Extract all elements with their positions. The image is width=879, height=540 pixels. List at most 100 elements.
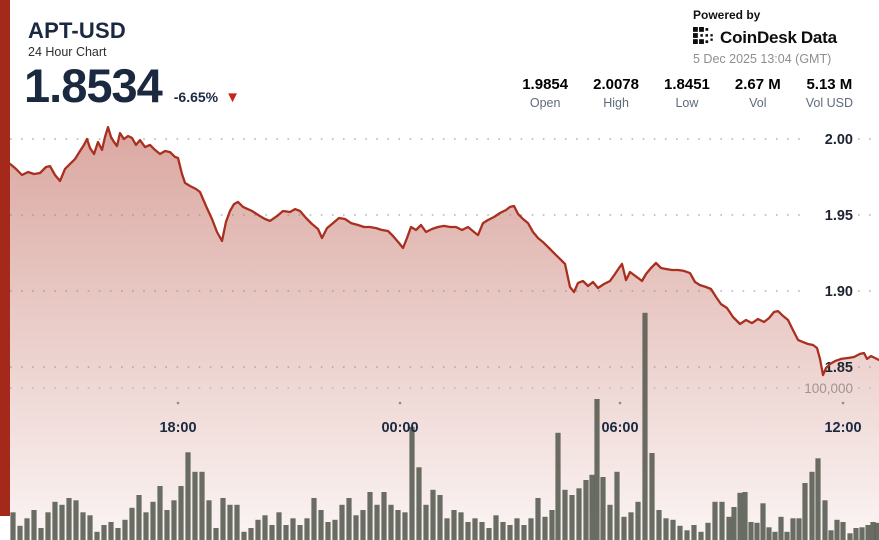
- volume-bar: [185, 452, 191, 540]
- volume-bar: [555, 432, 561, 540]
- volume-bar: [691, 525, 697, 540]
- volume-bar: [656, 510, 662, 540]
- volume-bar: [31, 510, 37, 540]
- volume-bar: [276, 512, 282, 540]
- volume-bar: [514, 518, 520, 540]
- stats-row: 1.9854 Open 2.0078 High 1.8451 Low 2.67 …: [522, 76, 853, 110]
- chart-timestamp: 5 Dec 2025 13:04 (GMT): [693, 52, 832, 66]
- coindesk-logo-icon: [693, 27, 713, 45]
- volume-bar: [290, 518, 296, 540]
- volume-bar: [748, 522, 754, 540]
- volume-bar: [262, 515, 268, 540]
- volume-bar: [465, 522, 471, 540]
- area-fill-path: [10, 127, 879, 540]
- volume-bar: [859, 527, 865, 540]
- volume-bar: [790, 518, 796, 540]
- volume-bar: [283, 525, 289, 540]
- volume-bar: [66, 498, 72, 540]
- volume-bar: [628, 512, 634, 540]
- volume-bar: [332, 519, 338, 540]
- time-tick-label: 18:00: [159, 420, 196, 436]
- volume-bar: [311, 498, 317, 540]
- volume-bar: [815, 458, 821, 540]
- time-tick-dot: [398, 401, 402, 405]
- price-line-path: [8, 125, 879, 377]
- volume-bar: [318, 510, 324, 540]
- stat-open-value: 1.9854: [522, 76, 569, 93]
- volume-bar: [698, 531, 704, 540]
- volume-bar: [754, 522, 760, 540]
- volume-bar: [742, 492, 748, 540]
- volume-bar: [122, 519, 128, 540]
- volume-bar: [353, 515, 359, 540]
- volume-bar: [94, 531, 100, 540]
- stat-high-label: High: [603, 96, 629, 110]
- volume-bar: [101, 525, 107, 540]
- volume-bar: [760, 503, 766, 540]
- volume-bar: [663, 518, 669, 540]
- volume-bar: [451, 510, 457, 540]
- volume-bar: [59, 504, 65, 540]
- volume-bar: [677, 525, 683, 540]
- volume-bar: [115, 528, 121, 540]
- volume-bar: [416, 467, 422, 540]
- volume-bar: [395, 510, 401, 540]
- price-tick-label: 1.90: [825, 284, 853, 300]
- chart-subtitle: 24 Hour Chart: [28, 45, 107, 59]
- volume-bar: [52, 501, 58, 540]
- stat-vol: 2.67 M Vol: [735, 76, 781, 110]
- volume-bar: [38, 528, 44, 540]
- volume-bar: [409, 426, 415, 540]
- volume-bar: [388, 504, 394, 540]
- volume-bar: [430, 489, 436, 540]
- volume-bar: [234, 504, 240, 540]
- volume-bar: [73, 500, 79, 540]
- volume-bar: [192, 471, 198, 540]
- volume-bar: [684, 530, 690, 540]
- volume-bar: [87, 515, 93, 540]
- volume-bar: [569, 495, 575, 540]
- stat-low-value: 1.8451: [664, 76, 710, 93]
- stat-low: 1.8451 Low: [664, 76, 710, 110]
- down-arrow-icon: ▼: [225, 89, 240, 106]
- volume-bars: [10, 312, 879, 540]
- volume-bar: [269, 525, 275, 540]
- volume-bar: [834, 519, 840, 540]
- volume-bar: [472, 518, 478, 540]
- price-tick-label: 2.00: [825, 132, 853, 148]
- volume-bar: [339, 504, 345, 540]
- volume-bar: [255, 519, 261, 540]
- volume-bar: [822, 500, 828, 540]
- volume-bar: [346, 498, 352, 540]
- volume-bar: [731, 507, 737, 540]
- volume-bar: [828, 530, 834, 540]
- volume-bar: [614, 471, 620, 540]
- stat-high-value: 2.0078: [593, 76, 639, 93]
- brand-row: CoinDesk Data: [693, 27, 853, 48]
- volume-bar: [304, 518, 310, 540]
- volume-bar: [542, 516, 548, 540]
- volume-bar: [157, 486, 163, 540]
- volume-bar: [367, 492, 373, 540]
- volume-bar: [80, 512, 86, 540]
- volume-bar: [150, 501, 156, 540]
- accent-bar: [0, 0, 10, 516]
- volume-bar: [809, 471, 815, 540]
- volume-bar: [178, 486, 184, 540]
- volume-bar: [874, 522, 879, 540]
- time-tick-dot: [841, 401, 845, 405]
- volume-bar: [712, 501, 718, 540]
- volume-bar: [423, 504, 429, 540]
- volume-bar: [10, 512, 16, 540]
- volume-bar: [248, 528, 254, 540]
- volume-bar: [220, 498, 226, 540]
- volume-bar: [642, 312, 648, 540]
- volume-bar: [528, 518, 534, 540]
- volume-bar: [621, 516, 627, 540]
- volume-bar: [206, 500, 212, 540]
- volume-bar: [500, 522, 506, 540]
- time-axis: 18:00 00:00 06:00 12:00: [159, 401, 862, 436]
- volume-bar: [486, 528, 492, 540]
- price-area-fill: [10, 127, 879, 540]
